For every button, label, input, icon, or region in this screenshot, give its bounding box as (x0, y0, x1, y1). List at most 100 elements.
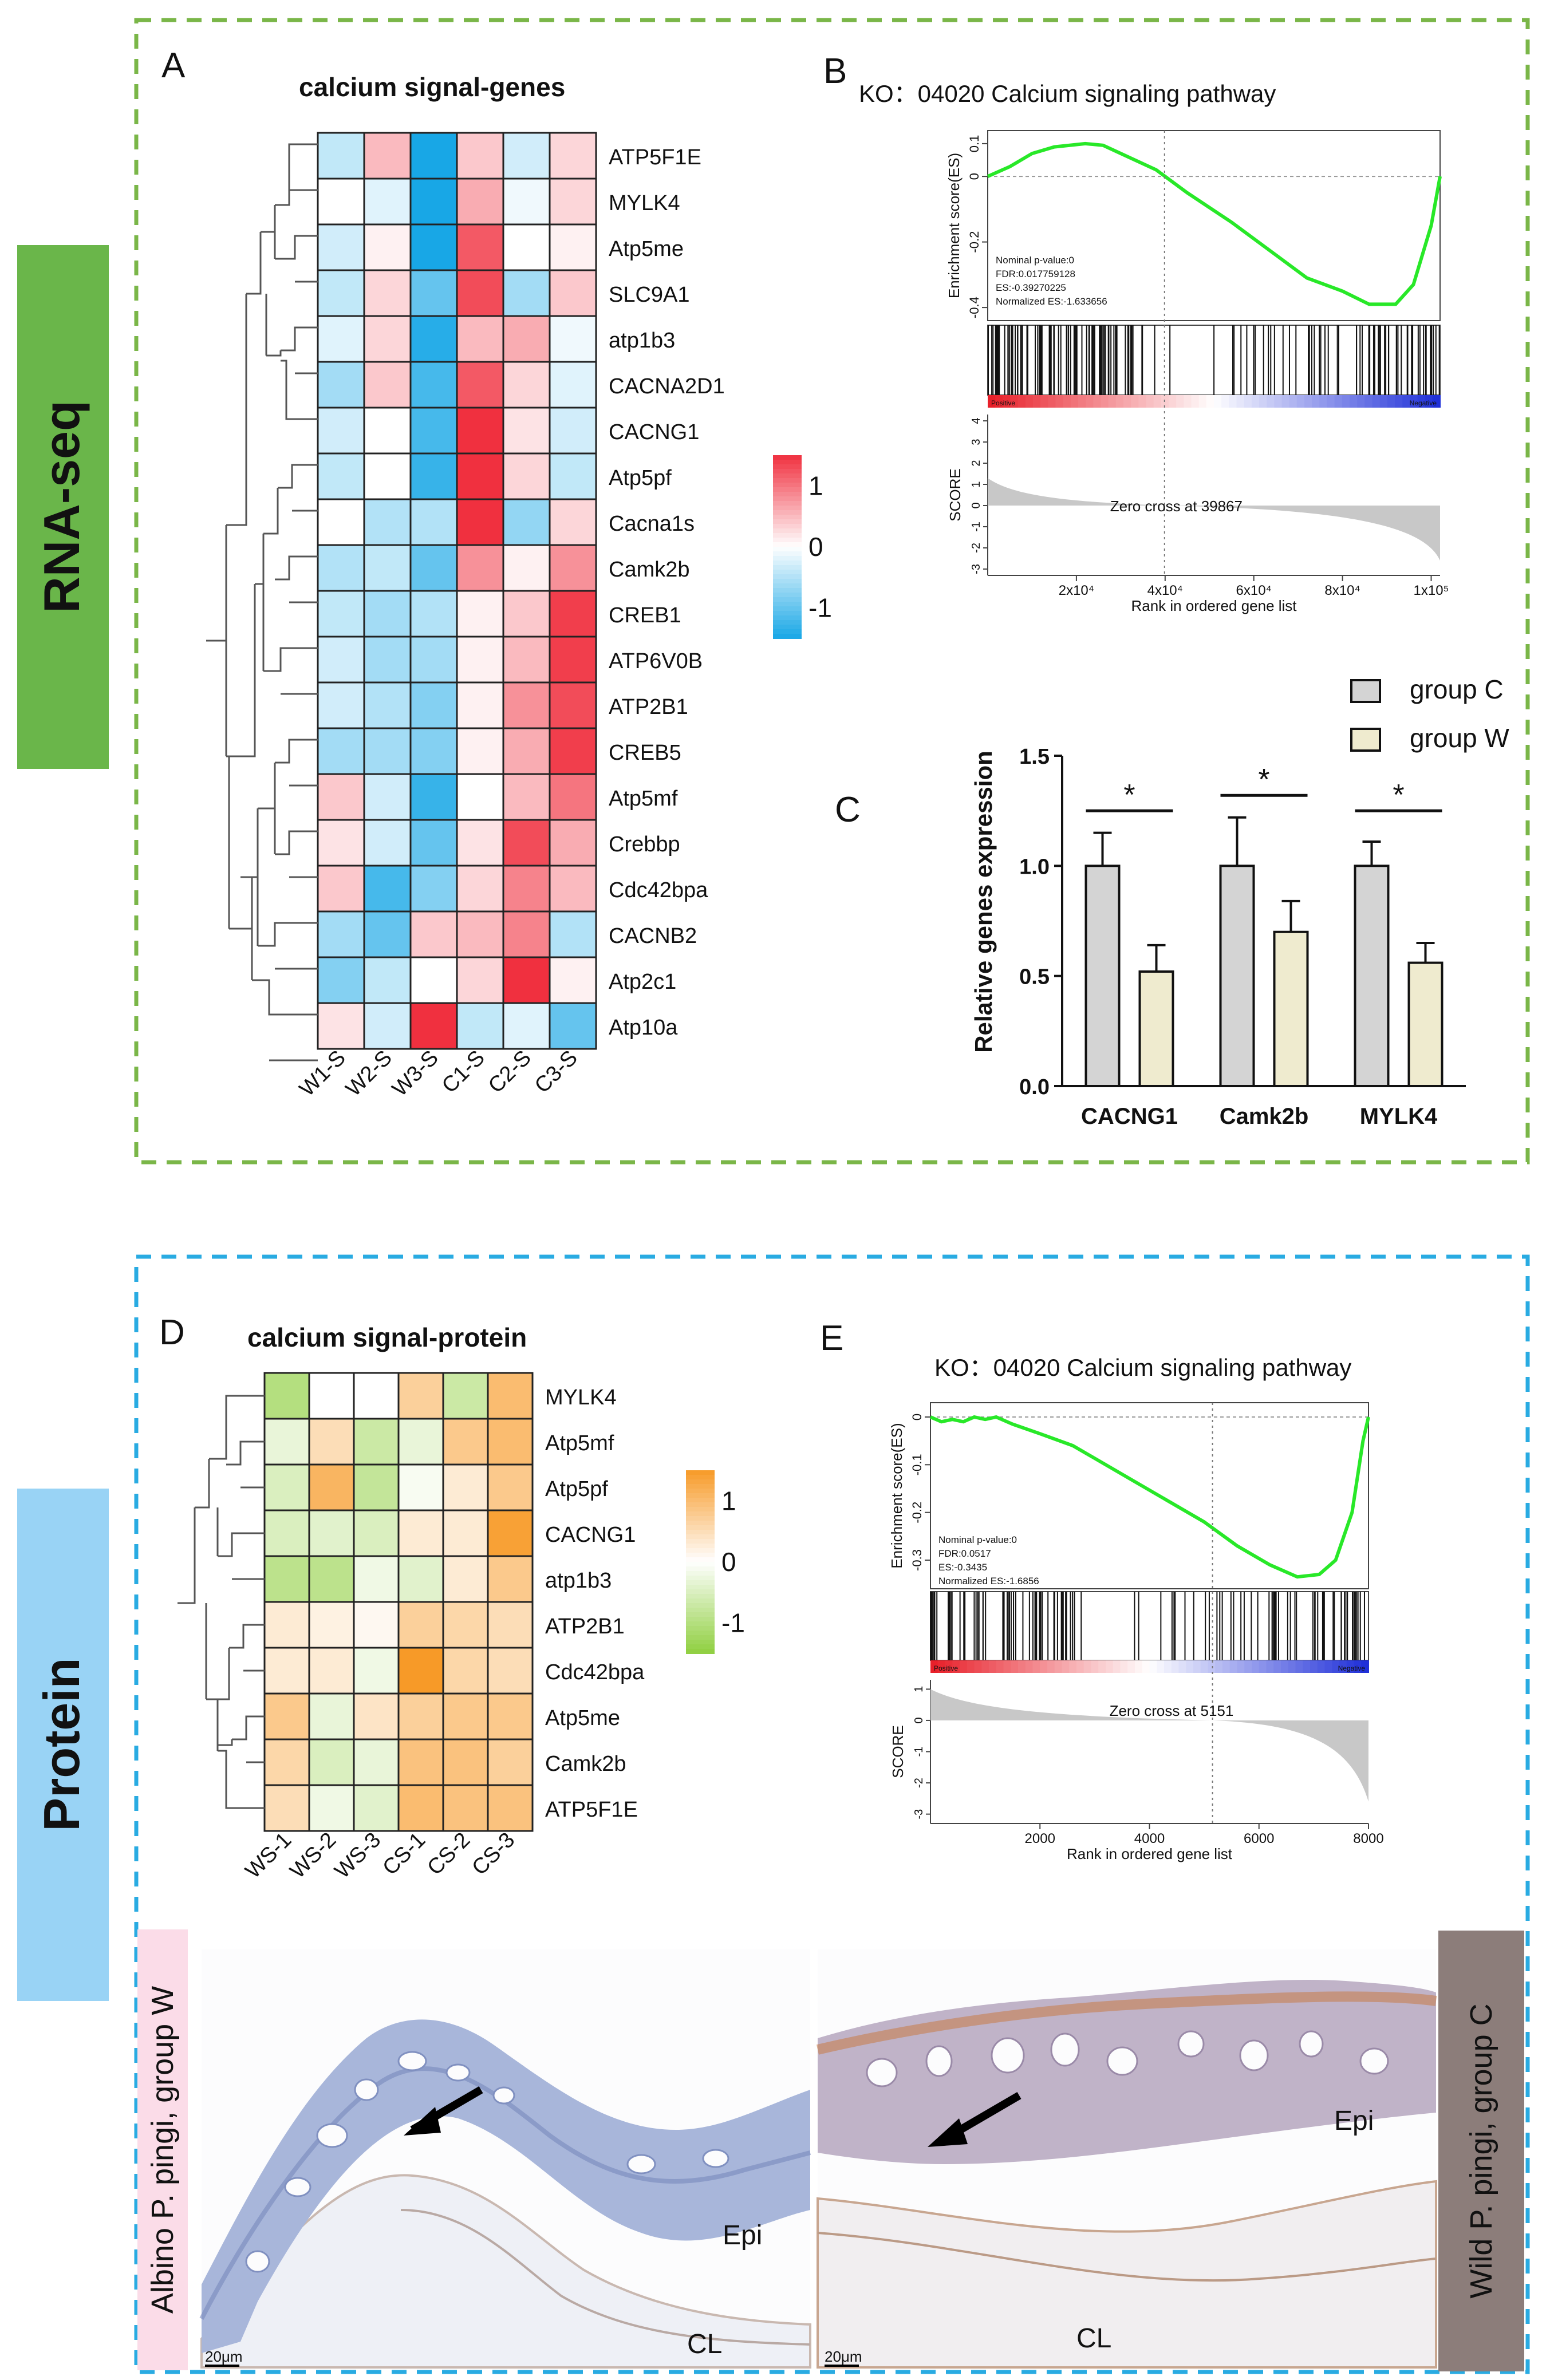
heatmap-cell (442, 1509, 489, 1557)
colorbar-tick: -1 (721, 1608, 745, 1638)
heatmap-cell (397, 1372, 444, 1420)
gsea-protein-title: KO：04020 Calcium signaling pathway (934, 1354, 1351, 1381)
heatmap-cell (549, 910, 597, 958)
protein-side-box (17, 1489, 109, 2001)
heatmap-cell (409, 406, 458, 455)
heatmap-cell (317, 819, 365, 867)
heatmap-cell (317, 1002, 365, 1050)
heatmap-row-label: Cdc42bpa (609, 878, 708, 902)
heatmap-cell (549, 956, 597, 1004)
colorbar-segment (686, 1631, 715, 1636)
heatmap-cell (363, 819, 412, 867)
heatmap-cell (363, 727, 412, 775)
colorbar-segment (686, 1571, 715, 1576)
heatmap-cell (263, 1738, 310, 1786)
heatmap-cell (549, 177, 597, 226)
colorbar-segment (686, 1594, 715, 1599)
rna-seq-side-label: RNA-seq (33, 400, 90, 613)
heatmap-cell (549, 819, 597, 867)
heatmap-cell (442, 1555, 489, 1603)
heatmap-cell (549, 269, 597, 317)
gsea-neg-label: Negative (1338, 1664, 1366, 1672)
heatmap-cell (308, 1601, 355, 1649)
heatmap-cell (308, 1509, 355, 1557)
gsea-x-label: Rank in ordered gene list (1131, 597, 1297, 614)
heatmap-cell (263, 1418, 310, 1466)
colorbar-segment (773, 478, 802, 483)
heatmap-cell (363, 636, 412, 684)
colorbar-segment (686, 1479, 715, 1485)
gsea-x-tick: 8x10⁴ (1324, 583, 1360, 598)
heatmap-cell (487, 1738, 534, 1786)
rna-seq-frame (134, 18, 1530, 1165)
gsea-x-tick: 6x10⁴ (1236, 583, 1272, 598)
heatmap-cell (363, 132, 412, 180)
heatmap-cell (409, 865, 458, 913)
colorbar-segment (773, 455, 802, 460)
score-tick: -3 (913, 1809, 925, 1819)
colorbar-segment (686, 1557, 715, 1562)
heatmap-cell (353, 1555, 400, 1603)
colorbar-tick: 1 (721, 1486, 736, 1515)
heatmap-cell (317, 269, 365, 317)
heatmap-row-label: Atp5me (545, 1706, 620, 1730)
score-tick: -2 (913, 1778, 925, 1788)
colorbar-segment (686, 1644, 715, 1649)
colorbar-tick: 1 (808, 471, 823, 500)
heatmap-cell (549, 406, 597, 455)
heatmap-cell (397, 1601, 444, 1649)
heatmap-cell (409, 498, 458, 546)
heatmap-cell (502, 865, 551, 913)
heatmap-cell (456, 406, 504, 455)
heatmap-cell (487, 1692, 534, 1740)
gsea-stat: Normalized ES:-1.633656 (996, 296, 1107, 307)
heatmap-cell (363, 406, 412, 455)
gsea-pos-label: Positive (991, 399, 1015, 407)
gsea-y-tick: 0.1 (967, 135, 981, 153)
gsea-y-tick: -0.4 (967, 297, 981, 318)
heatmap-cell (409, 544, 458, 592)
colorbar-segment (773, 528, 802, 534)
heatmap-row-label: MYLK4 (609, 191, 680, 215)
colorbar-segment (686, 1626, 715, 1631)
colorbar-segment (773, 547, 802, 552)
colorbar-segment (686, 1507, 715, 1512)
heatmap-cell (363, 223, 412, 271)
colorbar-segment (773, 602, 802, 607)
heatmap-cell (502, 819, 551, 867)
heatmap-cell (456, 544, 504, 592)
heatmap-cell (317, 544, 365, 592)
heatmap-cell (487, 1372, 534, 1420)
heatmap-cell (363, 865, 412, 913)
colorbar-segment (773, 579, 802, 584)
colorbar-segment (686, 1484, 715, 1489)
heatmap-cell (487, 1601, 534, 1649)
heatmap-cell (397, 1463, 444, 1511)
heatmap-cell (363, 498, 412, 546)
colorbar-segment (773, 524, 802, 529)
label-group-c-box (1438, 1931, 1524, 2371)
heatmap-row-label: Atp10a (609, 1016, 678, 1040)
heatmap-cell (487, 1463, 534, 1511)
score-label: SCORE (946, 468, 964, 521)
score-tick: 1 (970, 481, 983, 487)
heatmap-cell (308, 1555, 355, 1603)
colorbar-segment (686, 1516, 715, 1521)
heatmap-cell (549, 590, 597, 638)
lower-tissue-c (817, 2180, 1437, 2369)
heatmap-cell (456, 177, 504, 226)
gsea-rna: KO：04020 Calcium signaling pathway 0.1 0 -… (859, 80, 1449, 614)
heatmap-cell (263, 1555, 310, 1603)
heatmap-cell (363, 361, 412, 409)
heatmap-cell (263, 1647, 310, 1695)
heatmap-cell (317, 498, 365, 546)
colorbar-segment (686, 1548, 715, 1553)
heatmap-cell (442, 1463, 489, 1511)
colorbar-segment (773, 611, 802, 616)
panel-letter-e: E (820, 1319, 843, 1358)
colorbar-segment (686, 1493, 715, 1498)
colorbar-segment (773, 542, 802, 547)
colorbar-segment (686, 1539, 715, 1544)
heatmap-cell (363, 590, 412, 638)
colorbar-segment (686, 1603, 715, 1608)
